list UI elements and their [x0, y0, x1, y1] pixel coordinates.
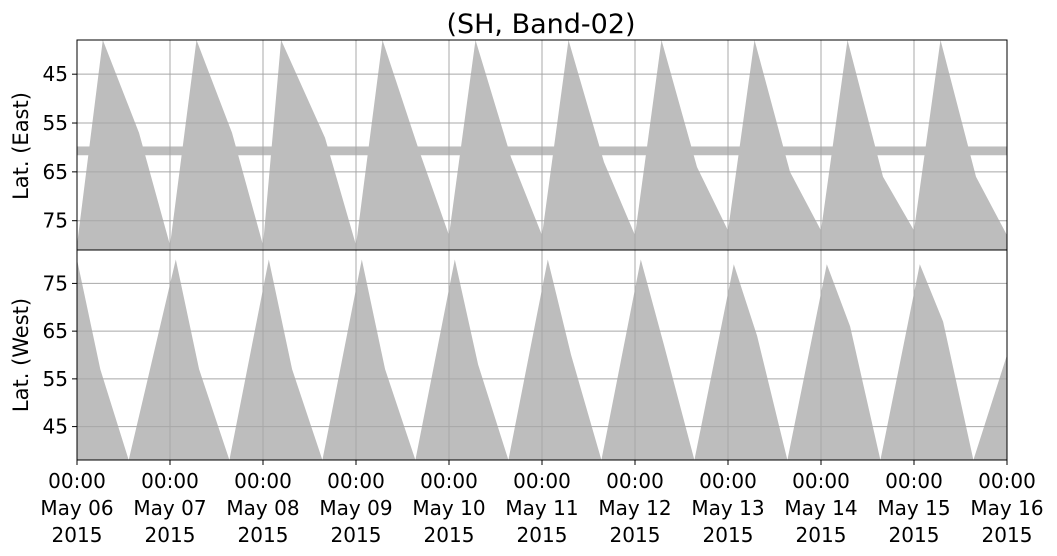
xtick-label-date: May 06: [40, 496, 113, 520]
top-ylabel: Lat. (East): [9, 92, 33, 200]
bottom-ytick-label: 55: [43, 367, 68, 391]
xtick-label-date: May 07: [133, 496, 206, 520]
xtick-label-date: May 09: [319, 496, 392, 520]
xtick-label-date: May 15: [877, 496, 950, 520]
top-coverage-area: [77, 40, 1007, 250]
top-ytick-label: 65: [43, 160, 68, 184]
xtick-label-year: 2015: [796, 523, 847, 547]
xtick-label-date: May 10: [412, 496, 485, 520]
xtick-label-time: 00:00: [792, 469, 850, 493]
bottom-ytick-label: 65: [43, 319, 68, 343]
xtick-label-year: 2015: [703, 523, 754, 547]
xtick-label-year: 2015: [610, 523, 661, 547]
chart-title: (SH, Band-02): [446, 9, 635, 40]
xtick-label-time: 00:00: [978, 469, 1036, 493]
bottom-ytick-label: 75: [43, 271, 68, 295]
xtick-label-date: May 11: [505, 496, 578, 520]
xtick-label-year: 2015: [238, 523, 289, 547]
xtick-label-time: 00:00: [48, 469, 106, 493]
xtick-label-time: 00:00: [234, 469, 292, 493]
xtick-label-date: May 13: [691, 496, 764, 520]
xtick-label-year: 2015: [52, 523, 103, 547]
xtick-label-year: 2015: [889, 523, 940, 547]
xtick-label-date: May 16: [970, 496, 1043, 520]
xtick-label-time: 00:00: [699, 469, 757, 493]
xtick-label-date: May 08: [226, 496, 299, 520]
xtick-label-year: 2015: [517, 523, 568, 547]
xtick-label-year: 2015: [424, 523, 475, 547]
xtick-label-year: 2015: [145, 523, 196, 547]
top-ytick-label: 55: [43, 111, 68, 135]
top-ytick-label: 75: [43, 209, 68, 233]
bottom-ytick-label: 45: [43, 415, 68, 439]
bottom-panel: 45 55 65 75: [43, 249, 1008, 461]
bottom-ylabel: Lat. (West): [9, 298, 33, 412]
xtick-label-year: 2015: [331, 523, 382, 547]
xtick-label-date: May 14: [784, 496, 857, 520]
top-panel: 45 55 65 75: [43, 39, 1008, 251]
xtick-label-time: 00:00: [141, 469, 199, 493]
xtick-label-time: 00:00: [513, 469, 571, 493]
xtick-label-time: 00:00: [327, 469, 385, 493]
xtick-label-date: May 12: [598, 496, 671, 520]
x-axis: 00:00 May 06 2015 00:00 May 07 2015 00:00 May 0…: [40, 460, 1044, 547]
xtick-label-year: 2015: [982, 523, 1033, 547]
xtick-label-time: 00:00: [885, 469, 943, 493]
xtick-label-time: 00:00: [420, 469, 478, 493]
top-ytick-label: 45: [43, 62, 68, 86]
xtick-label-time: 00:00: [606, 469, 664, 493]
